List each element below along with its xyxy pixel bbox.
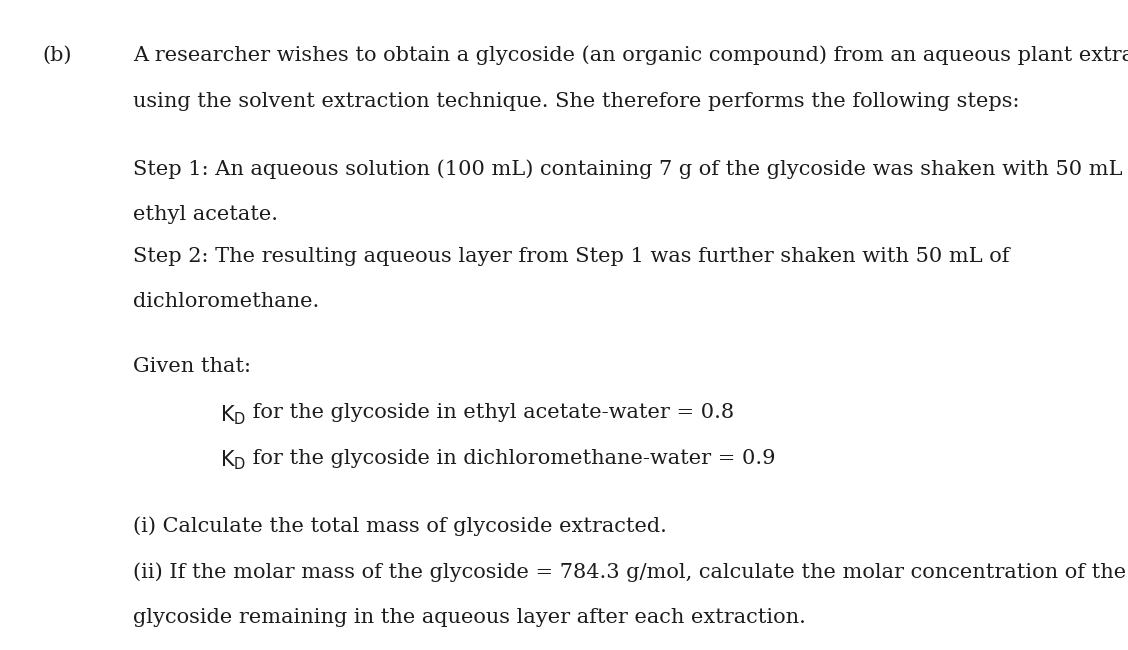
Text: (b): (b): [43, 46, 72, 64]
Text: (i) Calculate the total mass of glycoside extracted.: (i) Calculate the total mass of glycosid…: [133, 517, 667, 536]
Text: for the glycoside in dichloromethane-water = 0.9: for the glycoside in dichloromethane-wat…: [246, 448, 776, 467]
Text: $\mathrm{K}_{\mathrm{D}}$: $\mathrm{K}_{\mathrm{D}}$: [220, 403, 246, 426]
Text: for the glycoside in ethyl acetate-water = 0.8: for the glycoside in ethyl acetate-water…: [246, 403, 734, 422]
Text: Step 1: An aqueous solution (100 mL) containing 7 g of the glycoside was shaken : Step 1: An aqueous solution (100 mL) con…: [133, 159, 1128, 179]
Text: A researcher wishes to obtain a glycoside (an organic compound) from an aqueous : A researcher wishes to obtain a glycosid…: [133, 46, 1128, 65]
Text: Step 2: The resulting aqueous layer from Step 1 was further shaken with 50 mL of: Step 2: The resulting aqueous layer from…: [133, 247, 1010, 266]
Text: (ii) If the molar mass of the glycoside = 784.3 g/mol, calculate the molar conce: (ii) If the molar mass of the glycoside …: [133, 562, 1126, 582]
Text: dichloromethane.: dichloromethane.: [133, 292, 319, 311]
Text: using the solvent extraction technique. She therefore performs the following ste: using the solvent extraction technique. …: [133, 92, 1020, 111]
Text: ethyl acetate.: ethyl acetate.: [133, 205, 279, 224]
Text: $\mathrm{K}_{\mathrm{D}}$: $\mathrm{K}_{\mathrm{D}}$: [220, 448, 246, 472]
Text: glycoside remaining in the aqueous layer after each extraction.: glycoside remaining in the aqueous layer…: [133, 608, 807, 627]
Text: Given that:: Given that:: [133, 358, 252, 376]
